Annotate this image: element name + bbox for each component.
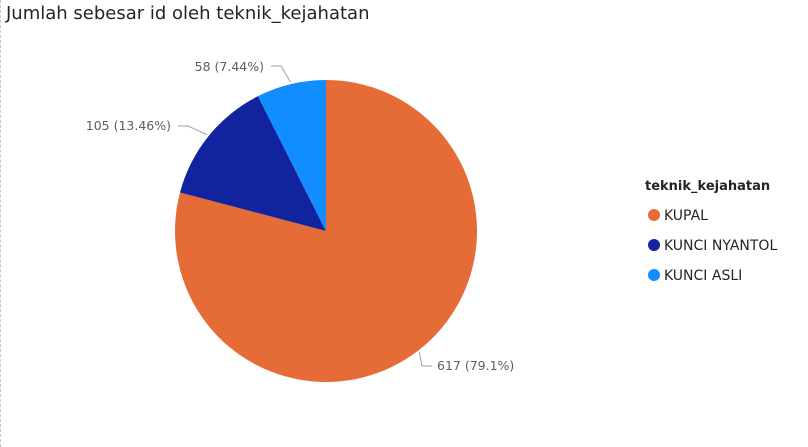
legend-label-kunci-asli[interactable]: KUNCI ASLI [664,268,742,284]
data-labels: 617 (79.1%) 105 (13.46%) 58 (7.44%) [86,59,515,373]
leader-line-kupal [418,352,432,367]
legend-label-kunci-nyantol[interactable]: KUNCI NYANTOL [664,238,777,254]
legend-label-kupal[interactable]: KUPAL [664,208,708,224]
legend-marker-kunci-nyantol [648,239,660,251]
legend-marker-kunci-asli [648,269,660,281]
legend-marker-kupal [648,209,660,221]
pie-slice-kupal[interactable] [174,80,477,382]
data-label-kupal: 617 (79.1%) [437,358,514,373]
chart-title: Jumlah sebesar id oleh teknik_kejahatan [6,3,370,24]
pie-slice-kunci-nyantol[interactable] [179,96,326,231]
data-label-kunci-asli: 58 (7.44%) [195,59,264,74]
pie-slice-kunci-asli[interactable] [257,80,326,231]
leader-line-kunci-nyantol [178,125,208,136]
data-label-kunci-nyantol: 105 (13.46%) [86,118,171,133]
legend-title: teknik_kejahatan [645,179,770,194]
pie-slices [174,80,477,382]
leader-line-kunci-asli [271,65,292,83]
legend: teknik_kejahatan KUPAL KUNCI NYANTOL KUNCI… [645,179,777,284]
